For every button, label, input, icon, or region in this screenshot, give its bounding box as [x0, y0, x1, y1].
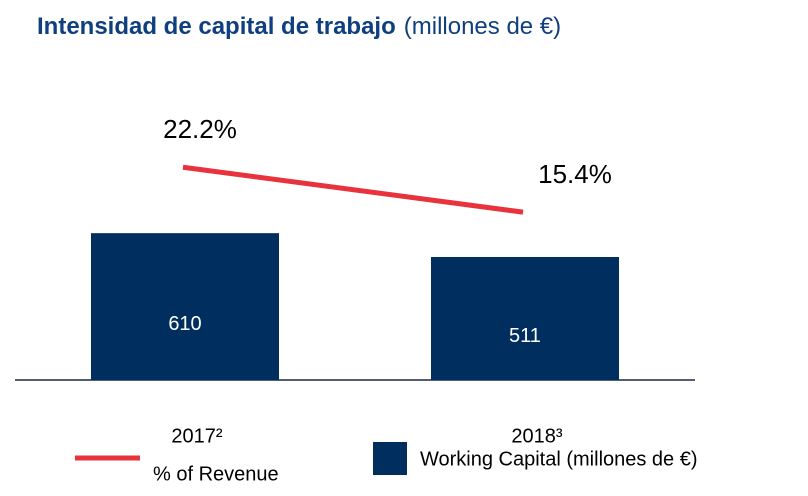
legend-label: Working Capital (millones de €)	[420, 448, 698, 470]
chart-title: Intensidad de capital de trabajo	[37, 13, 396, 40]
x-tick-label: 2018³	[511, 425, 562, 447]
line	[182, 164, 524, 215]
chart-title-group: Intensidad de capital de trabajo (millone…	[37, 13, 561, 40]
bar-value-label: 610	[168, 313, 201, 335]
legend-swatch	[373, 442, 407, 475]
bar	[431, 256, 619, 380]
bar-value-label: 511	[509, 325, 541, 347]
line-value-label: 22.2%	[163, 114, 237, 144]
legend-label: % of Revenue	[153, 463, 279, 485]
x-tick-label: 2017²	[171, 425, 222, 447]
chart-title-unit: (millones de €)	[404, 13, 561, 40]
bar	[91, 233, 279, 380]
line-value-label: 15.4%	[538, 159, 612, 189]
